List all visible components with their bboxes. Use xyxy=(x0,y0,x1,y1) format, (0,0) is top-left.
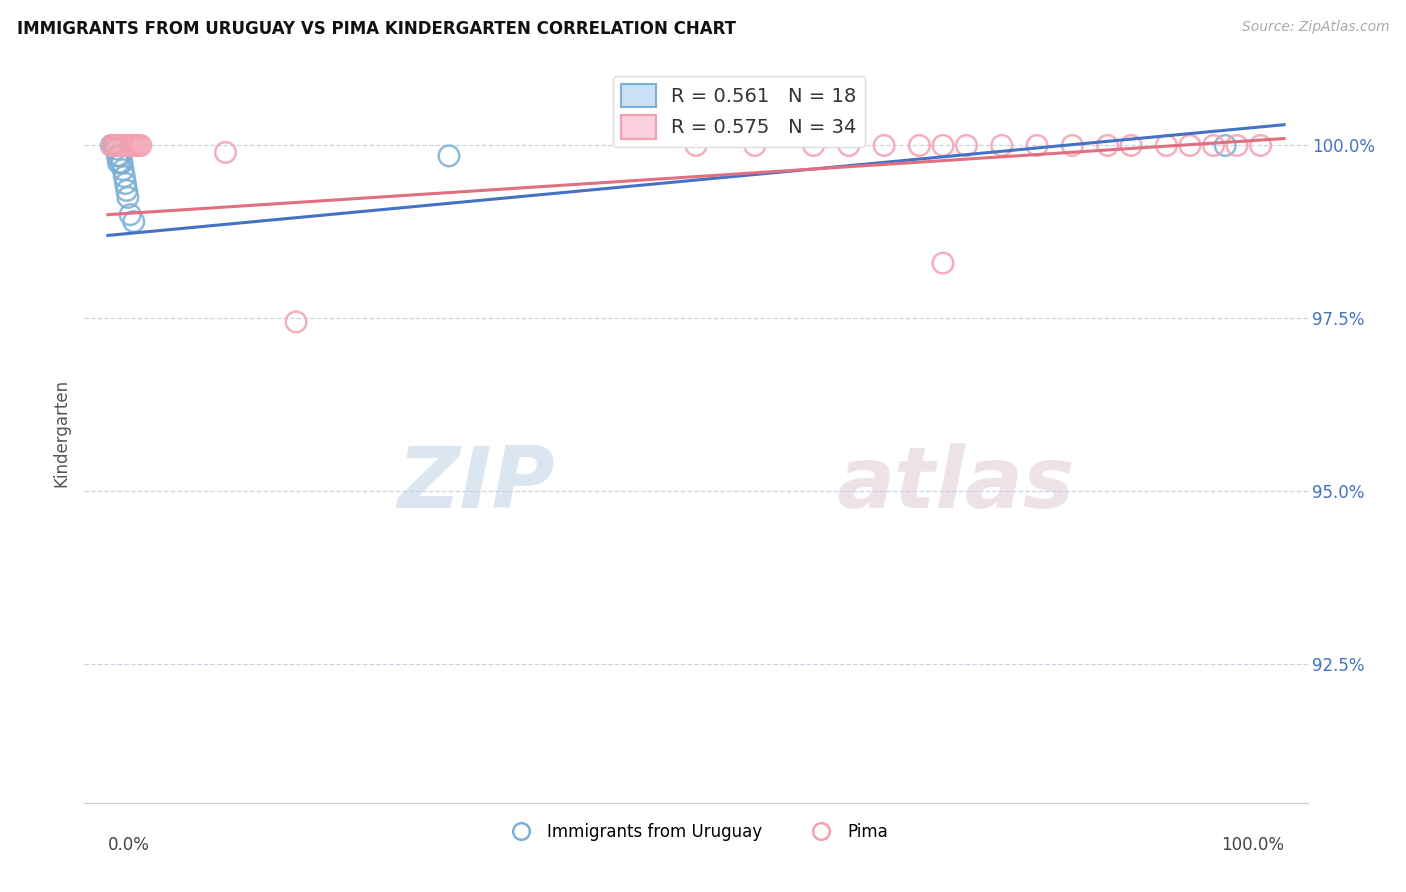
Point xyxy=(1250,138,1272,153)
Point xyxy=(118,138,141,153)
Point xyxy=(125,138,148,153)
Point xyxy=(932,256,955,270)
Point xyxy=(108,149,131,163)
Point xyxy=(117,190,139,204)
Point xyxy=(1121,138,1143,153)
Point xyxy=(214,145,236,160)
Point xyxy=(122,214,145,228)
Point xyxy=(120,138,142,153)
Text: atlas: atlas xyxy=(837,443,1074,526)
Point xyxy=(932,138,955,153)
Point xyxy=(122,138,145,153)
Point xyxy=(437,149,460,163)
Text: 100.0%: 100.0% xyxy=(1220,836,1284,855)
Point xyxy=(991,138,1014,153)
Point xyxy=(110,155,132,169)
Point xyxy=(1097,138,1119,153)
Point xyxy=(803,138,825,153)
Point xyxy=(114,177,136,191)
Point xyxy=(908,138,931,153)
Text: Source: ZipAtlas.com: Source: ZipAtlas.com xyxy=(1241,20,1389,34)
Point xyxy=(112,169,135,184)
Point xyxy=(112,138,135,153)
Point xyxy=(1062,138,1084,153)
Point xyxy=(1202,138,1225,153)
Point xyxy=(838,138,860,153)
Point xyxy=(111,138,134,153)
Point xyxy=(104,138,127,153)
Point xyxy=(285,315,308,329)
Point xyxy=(115,184,138,198)
Text: 0.0%: 0.0% xyxy=(108,836,150,855)
Point xyxy=(1026,138,1049,153)
Point xyxy=(685,138,707,153)
Point xyxy=(105,149,128,163)
Point xyxy=(111,155,134,169)
Point xyxy=(103,138,125,153)
Point xyxy=(107,155,129,169)
Point xyxy=(115,138,138,153)
Point xyxy=(1226,138,1249,153)
Point xyxy=(100,138,122,153)
Point xyxy=(100,138,122,153)
Text: IMMIGRANTS FROM URUGUAY VS PIMA KINDERGARTEN CORRELATION CHART: IMMIGRANTS FROM URUGUAY VS PIMA KINDERGA… xyxy=(17,20,735,37)
Text: ZIP: ZIP xyxy=(398,443,555,526)
Point xyxy=(105,142,128,156)
Point xyxy=(129,138,152,153)
Point xyxy=(105,138,128,153)
Y-axis label: Kindergarten: Kindergarten xyxy=(52,378,70,487)
Point xyxy=(120,208,142,222)
Point xyxy=(955,138,977,153)
Legend: Immigrants from Uruguay, Pima: Immigrants from Uruguay, Pima xyxy=(498,816,894,847)
Point xyxy=(744,138,766,153)
Point xyxy=(108,138,131,153)
Point xyxy=(112,162,135,177)
Point xyxy=(873,138,896,153)
Point xyxy=(1178,138,1201,153)
Point xyxy=(127,138,149,153)
Point xyxy=(1156,138,1178,153)
Point xyxy=(1213,138,1236,153)
Point xyxy=(104,138,127,153)
